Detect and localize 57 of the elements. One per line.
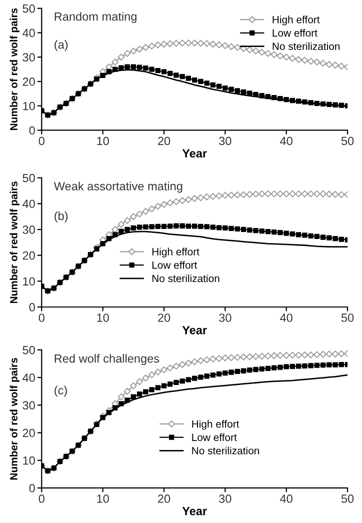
y-tick-label: 0 <box>29 484 35 492</box>
annotation: (c) <box>54 386 67 397</box>
x-tick-label: 30 <box>219 136 232 146</box>
y-tick-label: 40 <box>22 28 35 38</box>
legend-label: No sterilization <box>192 446 259 454</box>
legend-label: No sterilization <box>152 274 220 282</box>
x-tick-label: 0 <box>38 494 44 503</box>
y-tick-label: 50 <box>22 174 35 182</box>
y-tick-label: 40 <box>22 374 35 382</box>
x-tick-label: 50 <box>341 314 354 322</box>
legend-label: High effort <box>192 420 240 430</box>
y-tick-label: 10 <box>23 456 35 465</box>
x-tick-label: 20 <box>158 136 170 146</box>
x-tick-label: 30 <box>219 314 232 322</box>
chart-title: Red wolf challenges <box>54 354 160 366</box>
legend-label: Low effort <box>152 261 198 269</box>
x-tick-label: 10 <box>97 314 109 322</box>
x-tick-label: 0 <box>38 136 44 146</box>
y-axis-title: Number of red wolf pairs <box>10 8 20 130</box>
x-tick-label: 10 <box>97 136 109 146</box>
y-axis-title: Number of red wolf pairs <box>10 358 20 480</box>
x-tick-label: 50 <box>341 494 354 503</box>
x-tick-label: 20 <box>158 494 170 503</box>
x-tick-label: 40 <box>280 136 292 146</box>
y-tick-label: 10 <box>23 277 35 286</box>
y-tick-label: 20 <box>22 78 35 86</box>
legend-label: High effort <box>152 248 200 258</box>
y-tick-label: 20 <box>22 428 35 438</box>
x-tick-label: 40 <box>280 494 292 503</box>
legend-label: Low effort <box>192 433 237 442</box>
x-axis-title: Year <box>182 507 207 516</box>
x-axis-title: Year <box>182 149 207 158</box>
y-tick-label: 0 <box>29 303 35 312</box>
x-tick-label: 20 <box>158 314 170 322</box>
y-tick-label: 0 <box>29 126 35 135</box>
legend-label: No sterilization <box>272 42 340 50</box>
annotation: (a) <box>54 40 68 52</box>
y-tick-label: 50 <box>22 4 35 13</box>
x-tick-label: 30 <box>219 494 232 503</box>
y-tick-label: 30 <box>22 401 35 410</box>
y-tick-label: 20 <box>22 251 35 260</box>
y-axis-title: Number of red wolf pairs <box>10 181 20 304</box>
annotation: (b) <box>54 211 68 222</box>
x-tick-label: 50 <box>341 136 354 146</box>
legend-label: High effort <box>272 16 320 26</box>
x-axis-title: Year <box>182 326 207 334</box>
y-tick-label: 10 <box>23 102 35 110</box>
y-tick-label: 30 <box>22 53 35 62</box>
y-tick-label: 30 <box>22 226 35 234</box>
x-tick-label: 10 <box>97 494 109 503</box>
chart-title: Random mating <box>54 12 136 24</box>
y-tick-label: 50 <box>22 346 35 354</box>
chart-title: Weak assortative mating <box>54 182 182 193</box>
x-tick-label: 40 <box>280 314 292 322</box>
legend-label: Low effort <box>272 29 318 37</box>
y-tick-label: 40 <box>22 200 35 208</box>
x-tick-label: 0 <box>38 314 44 322</box>
